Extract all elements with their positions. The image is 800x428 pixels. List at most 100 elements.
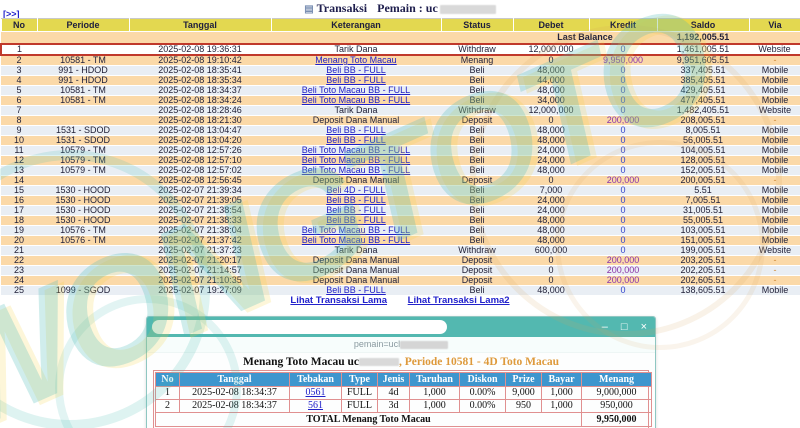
keterangan-text[interactable]: Beli Toto Macau BB - FULL [301, 85, 411, 95]
cell-debet: 48,000 [513, 65, 589, 76]
next-page-link[interactable]: [>>] [3, 9, 20, 19]
cell-saldo: 55,005.51 [657, 215, 749, 226]
table-row: 25 1099 - SGOD 2025-02-07 19:27:09 Beli … [1, 285, 800, 296]
cell-via: Mobile [749, 125, 800, 136]
last-balance-via [749, 31, 800, 45]
maximize-icon[interactable]: □ [620, 321, 628, 333]
keterangan-text[interactable]: Beli Toto Macau BB - FULL [301, 95, 411, 105]
cell-tanggal: 2025-02-08 18:35:41 [129, 65, 271, 76]
cell-saldo: 128,005.51 [657, 155, 749, 166]
cell-via: - [749, 255, 800, 266]
keterangan-text[interactable]: Beli 4D - FULL [326, 185, 386, 195]
cell-status: Beli [441, 195, 513, 206]
keterangan-text[interactable]: Beli Toto Macau BB - FULL [301, 155, 411, 165]
cell-no: 16 [1, 195, 37, 206]
keterangan-text[interactable]: Beli Toto Macau BB - FULL [301, 235, 411, 245]
cell-tanggal: 2025-02-08 13:04:20 [129, 135, 271, 146]
cell-saldo: 103,005.51 [657, 225, 749, 236]
keterangan-text[interactable]: Beli BB - FULL [326, 75, 386, 85]
cell-saldo: 152,005.51 [657, 165, 749, 176]
pcol-tebakan: Tebakan [289, 372, 342, 387]
keterangan-text[interactable]: Beli BB - FULL [326, 125, 386, 135]
lihat-transaksi-lama-link[interactable]: Lihat Transaksi Lama [290, 295, 388, 306]
redacted-popup-username [358, 358, 399, 367]
cell-status: Withdraw [441, 43, 513, 56]
menang-total-value: 9,950,000 [581, 412, 652, 427]
cell-keterangan: Deposit Dana Manual [271, 255, 441, 266]
cell-periode: 10576 - TM [37, 235, 129, 246]
close-icon[interactable]: × [640, 321, 647, 333]
keterangan-text[interactable]: Menang Toto Macau [315, 55, 397, 65]
footer-links: Lihat Transaksi Lama Lihat Transaksi Lam… [0, 295, 800, 306]
cell-no: 23 [1, 265, 37, 276]
keterangan-text[interactable]: Beli BB - FULL [326, 215, 386, 225]
cell-keterangan: Beli BB - FULL [271, 205, 441, 216]
cell-debet: 12,000,000 [513, 105, 589, 116]
cell-via: Mobile [749, 235, 800, 246]
cell-tanggal: 2025-02-07 21:39:34 [129, 185, 271, 196]
cell-no: 6 [1, 95, 37, 106]
cell-kredit: 0 [589, 205, 657, 216]
keterangan-text[interactable]: Beli Toto Macau BB - FULL [301, 145, 411, 155]
cell-keterangan: Beli Toto Macau BB - FULL [271, 95, 441, 106]
table-row: 15 1530 - HOOD 2025-02-07 21:39:34 Beli … [1, 185, 800, 196]
popup-titlebar[interactable]: – □ × [147, 317, 655, 337]
cell-periode [37, 265, 129, 276]
window-controls: – □ × [602, 319, 647, 335]
keterangan-text[interactable]: Beli BB - FULL [326, 195, 386, 205]
cell-keterangan: Beli Toto Macau BB - FULL [271, 145, 441, 156]
tebakan-link[interactable]: 561 [308, 400, 323, 412]
keterangan-text[interactable]: Beli BB - FULL [326, 65, 386, 75]
cell-no: 5 [1, 85, 37, 96]
popup-address-bar[interactable]: pemain=ucl [147, 337, 655, 353]
cell-saldo: 1,482,405.51 [657, 105, 749, 116]
cell-via: Mobile [749, 285, 800, 296]
cell-kredit: 0 [589, 285, 657, 296]
cell-debet: 0 [513, 115, 589, 126]
cell-kredit: 0 [589, 235, 657, 246]
cell-tanggal: 2025-02-08 18:21:30 [129, 115, 271, 126]
cell-no: 1 [0, 43, 37, 56]
keterangan-text[interactable]: Beli BB - FULL [326, 205, 386, 215]
keterangan-text[interactable]: Beli Toto Macau BB - FULL [301, 225, 411, 235]
cell-kredit: 0 [589, 75, 657, 86]
pcell-taruhan: 1,000 [409, 399, 460, 413]
cell-tanggal: 2025-02-07 21:39:05 [129, 195, 271, 206]
table-row: 12 10579 - TM 2025-02-08 12:57:10 Beli T… [1, 155, 800, 166]
keterangan-text[interactable]: Beli Toto Macau BB - FULL [301, 165, 411, 175]
minimize-icon[interactable]: – [601, 321, 608, 333]
keterangan-text[interactable]: Beli BB - FULL [326, 135, 386, 145]
cell-kredit: 0 [589, 85, 657, 96]
cell-kredit: 0 [589, 245, 657, 256]
cell-saldo: 31,005.51 [657, 205, 749, 216]
cell-periode: 10579 - TM [37, 155, 129, 166]
cell-via: Website [749, 105, 800, 116]
keterangan-text[interactable]: Beli BB - FULL [326, 285, 386, 295]
cell-periode: 1530 - HOOD [37, 195, 129, 206]
cell-saldo: 477,405.51 [657, 95, 749, 106]
cell-tanggal: 2025-02-08 18:34:24 [129, 95, 271, 106]
cell-no: 7 [1, 105, 37, 116]
cell-debet: 12,000,000 [513, 43, 589, 56]
cell-status: Beli [441, 285, 513, 296]
cell-keterangan: Beli BB - FULL [271, 125, 441, 136]
cell-status: Beli [441, 145, 513, 156]
cell-via: - [749, 175, 800, 186]
cell-tanggal: 2025-02-08 12:56:45 [129, 175, 271, 186]
pcol-tanggal: Tanggal [179, 372, 290, 387]
menang-header-row: No Tanggal Tebakan Type Jenis Taruhan Di… [155, 372, 652, 387]
cell-kredit: 0 [589, 95, 657, 106]
popup-title-black: Menang Toto Macau uc [243, 356, 359, 368]
tebakan-link[interactable]: 0561 [305, 387, 326, 399]
page-title-player: Pemain : uc [377, 1, 438, 15]
cell-saldo: 202,605.51 [657, 275, 749, 286]
pcol-bayar: Bayar [541, 372, 582, 387]
cell-via: Website [749, 43, 800, 56]
popup-table-wrapper: No Tanggal Tebakan Type Jenis Taruhan Di… [153, 370, 652, 428]
cell-debet: 48,000 [513, 85, 589, 96]
cell-status: Beli [441, 95, 513, 106]
pcell-tanggal: 2025-02-08 18:34:37 [179, 386, 290, 400]
lihat-transaksi-lama2-link[interactable]: Lihat Transaksi Lama2 [407, 295, 510, 306]
cell-periode: 991 - HDOD [37, 75, 129, 86]
